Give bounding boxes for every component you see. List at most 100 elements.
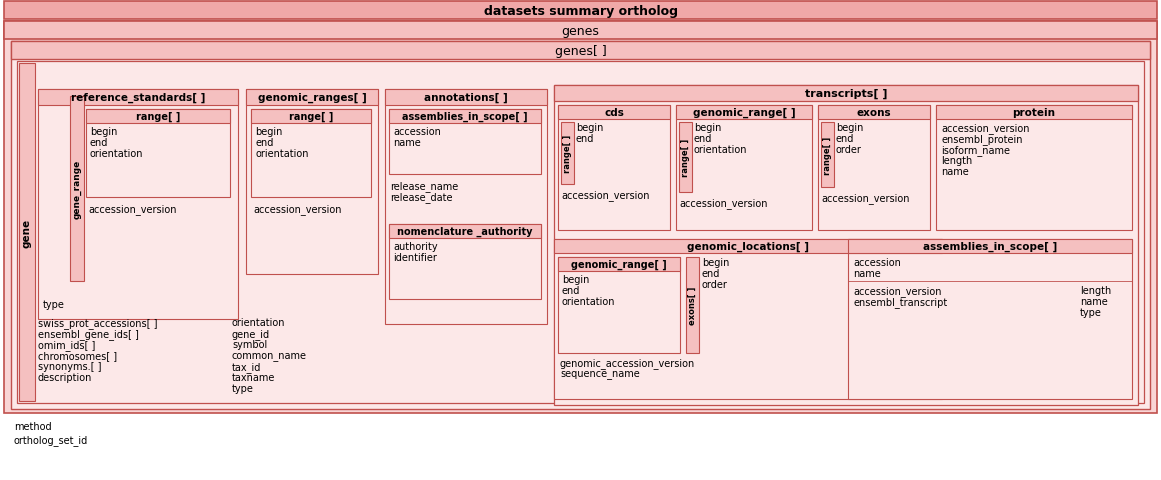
Bar xyxy=(686,257,699,353)
Text: end: end xyxy=(702,268,720,278)
Text: genomic_range[ ]: genomic_range[ ] xyxy=(693,108,795,118)
Bar xyxy=(38,90,238,106)
Text: gene_id: gene_id xyxy=(232,328,271,339)
Bar xyxy=(936,106,1132,120)
Bar xyxy=(679,123,692,192)
Bar xyxy=(558,257,680,353)
Bar xyxy=(848,240,1132,399)
Text: range[ ]: range[ ] xyxy=(823,136,832,174)
Text: accession_version: accession_version xyxy=(853,286,942,296)
Text: order: order xyxy=(836,144,861,155)
Bar xyxy=(848,240,1132,253)
Text: release_date: release_date xyxy=(390,192,453,203)
Text: name: name xyxy=(394,138,420,148)
Bar xyxy=(561,123,574,185)
Text: begin: begin xyxy=(694,123,721,133)
Text: length: length xyxy=(942,156,972,166)
Text: identifier: identifier xyxy=(394,252,437,263)
Text: tax_id: tax_id xyxy=(232,361,261,372)
Bar xyxy=(558,257,680,271)
Bar xyxy=(86,110,230,198)
Bar xyxy=(86,110,230,124)
Text: ensembl_transcript: ensembl_transcript xyxy=(853,296,947,307)
Text: type: type xyxy=(1080,307,1102,317)
Text: chromosomes[ ]: chromosomes[ ] xyxy=(38,350,117,360)
Text: omim_ids[ ]: omim_ids[ ] xyxy=(38,339,95,350)
Text: genomic_locations[ ]: genomic_locations[ ] xyxy=(687,241,809,252)
Text: genes[ ]: genes[ ] xyxy=(555,45,606,58)
Text: accession: accession xyxy=(853,257,901,267)
Text: exons: exons xyxy=(857,108,892,118)
Text: method: method xyxy=(14,421,51,431)
Bar xyxy=(17,62,1144,403)
Text: begin: begin xyxy=(255,127,282,137)
Bar xyxy=(558,106,670,120)
Text: begin: begin xyxy=(576,123,604,133)
Text: datasets summary ortholog: datasets summary ortholog xyxy=(483,4,678,17)
Text: range[ ]: range[ ] xyxy=(563,134,572,173)
Bar xyxy=(251,110,372,198)
Text: begin: begin xyxy=(91,127,117,137)
Bar xyxy=(389,110,541,175)
Bar xyxy=(558,106,670,230)
Bar xyxy=(819,106,930,120)
Bar xyxy=(3,2,1158,20)
Text: cds: cds xyxy=(604,108,623,118)
Text: taxname: taxname xyxy=(232,372,275,382)
Text: ortholog_set_id: ortholog_set_id xyxy=(14,434,88,445)
Text: authority: authority xyxy=(394,241,438,252)
Text: ensembl_gene_ids[ ]: ensembl_gene_ids[ ] xyxy=(38,328,139,339)
Text: genomic_range[ ]: genomic_range[ ] xyxy=(571,259,666,270)
Text: orientation: orientation xyxy=(91,149,144,159)
Bar xyxy=(70,97,84,281)
Text: accession_version: accession_version xyxy=(561,190,649,201)
Text: orientation: orientation xyxy=(232,317,286,327)
Text: genomic_ranges[ ]: genomic_ranges[ ] xyxy=(258,93,367,103)
Text: accession_version: accession_version xyxy=(942,123,1030,133)
Bar xyxy=(554,86,1138,102)
Text: gene_range: gene_range xyxy=(72,159,81,219)
Bar xyxy=(554,86,1138,405)
Text: genomic_accession_version: genomic_accession_version xyxy=(560,357,695,368)
Bar xyxy=(554,240,942,399)
Text: accession_version: accession_version xyxy=(679,198,767,208)
Bar xyxy=(10,42,1151,409)
Text: sequence_name: sequence_name xyxy=(560,368,640,378)
Bar xyxy=(389,110,541,124)
Bar xyxy=(389,225,541,239)
Bar xyxy=(246,90,378,275)
Text: assemblies_in_scope[ ]: assemblies_in_scope[ ] xyxy=(402,112,528,122)
Text: name: name xyxy=(1080,296,1108,306)
Bar xyxy=(389,225,541,300)
Bar xyxy=(19,64,35,401)
Text: type: type xyxy=(232,383,254,393)
Text: end: end xyxy=(562,286,580,295)
Bar xyxy=(3,22,1158,413)
Bar xyxy=(246,90,378,106)
Bar xyxy=(10,42,1151,60)
Text: accession: accession xyxy=(394,127,441,137)
Text: symbol: symbol xyxy=(232,339,267,349)
Bar xyxy=(676,106,812,120)
Text: reference_standards[ ]: reference_standards[ ] xyxy=(71,93,205,103)
Text: swiss_prot_accessions[ ]: swiss_prot_accessions[ ] xyxy=(38,317,158,328)
Text: range[ ]: range[ ] xyxy=(682,139,690,177)
Bar xyxy=(385,90,547,324)
Text: begin: begin xyxy=(562,275,590,285)
Text: type: type xyxy=(43,300,65,309)
Text: release_name: release_name xyxy=(390,180,459,192)
Text: end: end xyxy=(836,134,854,144)
Text: orientation: orientation xyxy=(562,296,615,306)
Bar xyxy=(3,22,1158,40)
Text: end: end xyxy=(694,134,713,144)
Text: name: name xyxy=(853,268,881,278)
Text: genes: genes xyxy=(562,24,599,37)
Text: gene: gene xyxy=(22,218,33,247)
Text: transcripts[ ]: transcripts[ ] xyxy=(805,89,887,99)
Text: end: end xyxy=(576,134,594,144)
Text: length: length xyxy=(1080,286,1111,295)
Text: assemblies_in_scope[ ]: assemblies_in_scope[ ] xyxy=(923,241,1058,252)
Text: isoform_name: isoform_name xyxy=(942,144,1010,156)
Bar xyxy=(819,106,930,230)
Text: exons[ ]: exons[ ] xyxy=(688,286,697,324)
